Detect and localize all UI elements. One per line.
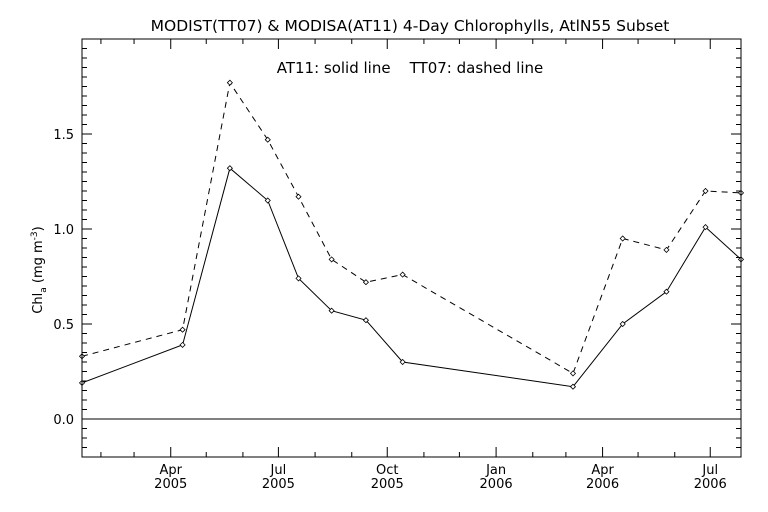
series-layer: [78, 79, 745, 390]
y-ticks: 0.0 0.5 1.0 1.5: [53, 128, 741, 428]
y-tick-label: 0.0: [53, 413, 74, 428]
data-point-tt07: [702, 187, 709, 195]
x-tick-label-month: Oct: [376, 463, 398, 478]
data-point-tt07: [619, 235, 626, 242]
y-tick-label: 0.5: [53, 318, 74, 333]
x-tick-label-month: Apr: [591, 463, 614, 478]
x-tick-label-month: Apr: [159, 463, 182, 478]
y-axis-label: Chla (mg m-3): [30, 226, 49, 313]
svg-text:Chla (mg m-3): Chla (mg m-3): [30, 226, 49, 313]
y-tick-label: 1.0: [53, 223, 74, 238]
data-point-tt07: [226, 79, 233, 86]
data-point-tt07: [569, 370, 577, 377]
y-axis-label-subscript: a: [39, 287, 49, 293]
x-tick-label-year: 2006: [694, 477, 727, 492]
data-point-tt07: [362, 279, 370, 286]
y-tick-label: 1.5: [53, 128, 74, 143]
x-ticks: Apr2005Jul2005Oct2005Jan2006Apr2006Jul20…: [154, 39, 727, 492]
y-axis-label-unit: (mg m: [31, 240, 46, 287]
data-point-at11: [328, 307, 335, 314]
data-point-tt07: [663, 246, 670, 253]
x-tick-label-year: 2006: [586, 477, 619, 492]
data-point-tt07: [179, 326, 186, 333]
x-tick-label-month: Jul: [270, 463, 287, 478]
data-point-at11: [362, 317, 370, 324]
chart-annotation: AT11: solid line TT07: dashed line: [277, 59, 544, 77]
plot-frame: [81, 38, 742, 458]
data-point-at11: [619, 320, 626, 328]
data-point-at11: [399, 358, 406, 366]
data-point-at11: [702, 224, 709, 231]
x-tick-label-year: 2006: [480, 477, 513, 492]
x-tick-label-month: Jul: [701, 463, 718, 478]
chart-title: MODIST(TT07) & MODISA(AT11) 4-Day Chloro…: [151, 17, 670, 35]
data-point-tt07: [264, 136, 271, 143]
data-point-at11: [264, 197, 271, 204]
y-axis-label-unit-close: ): [31, 226, 46, 231]
data-point-at11: [179, 341, 186, 348]
y-axis-label-main: Chl: [31, 293, 46, 314]
data-point-at11: [569, 383, 577, 390]
data-point-at11: [295, 275, 302, 282]
minor-ticks: [82, 39, 741, 457]
data-point-at11: [663, 288, 670, 295]
x-tick-label-month: Jan: [485, 463, 506, 478]
x-tick-label-year: 2005: [262, 477, 295, 492]
data-point-tt07: [328, 256, 335, 263]
x-tick-label-year: 2005: [371, 477, 404, 492]
y-axis-label-unit-exponent: -3: [30, 231, 40, 240]
data-point-tt07: [295, 193, 302, 200]
x-tick-label-year: 2005: [154, 477, 187, 492]
data-point-tt07: [399, 271, 406, 278]
data-point-at11: [226, 165, 233, 172]
